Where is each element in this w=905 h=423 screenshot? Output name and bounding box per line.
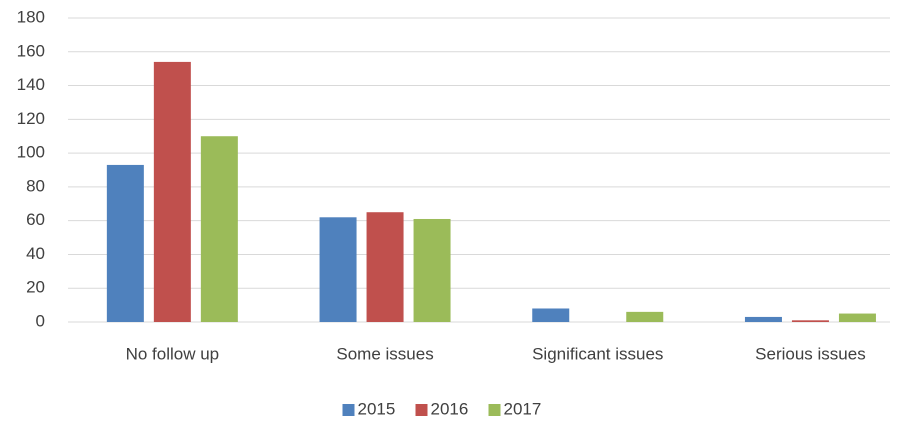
- bar: [791, 320, 829, 322]
- bar: [838, 313, 876, 322]
- bar: [366, 212, 404, 322]
- legend-label: 2017: [504, 399, 542, 418]
- bar: [744, 316, 782, 322]
- bar: [106, 164, 144, 322]
- x-tick-label: No follow up: [126, 344, 220, 363]
- y-tick-label: 140: [17, 75, 45, 94]
- y-tick-label: 80: [26, 176, 45, 195]
- y-tick-label: 60: [26, 210, 45, 229]
- legend-label: 2015: [358, 399, 396, 418]
- legend-swatch: [342, 404, 355, 416]
- legend-swatch: [415, 404, 428, 416]
- bar: [153, 61, 191, 323]
- y-tick-label: 0: [36, 311, 45, 330]
- x-tick-label: Serious issues: [755, 344, 866, 363]
- x-tick-label: Some issues: [336, 344, 433, 363]
- y-tick-label: 20: [26, 278, 45, 297]
- x-tick-label: Significant issues: [532, 344, 663, 363]
- bar: [413, 218, 451, 322]
- bar: [319, 217, 357, 322]
- bar: [626, 311, 664, 322]
- y-tick-label: 40: [26, 244, 45, 263]
- legend-swatch: [488, 404, 501, 416]
- bar: [200, 136, 238, 322]
- legend-label: 2016: [431, 399, 469, 418]
- y-tick-label: 160: [17, 41, 45, 60]
- bar: [532, 308, 570, 322]
- y-tick-label: 180: [17, 7, 45, 26]
- y-tick-label: 100: [17, 143, 45, 162]
- y-tick-label: 120: [17, 109, 45, 128]
